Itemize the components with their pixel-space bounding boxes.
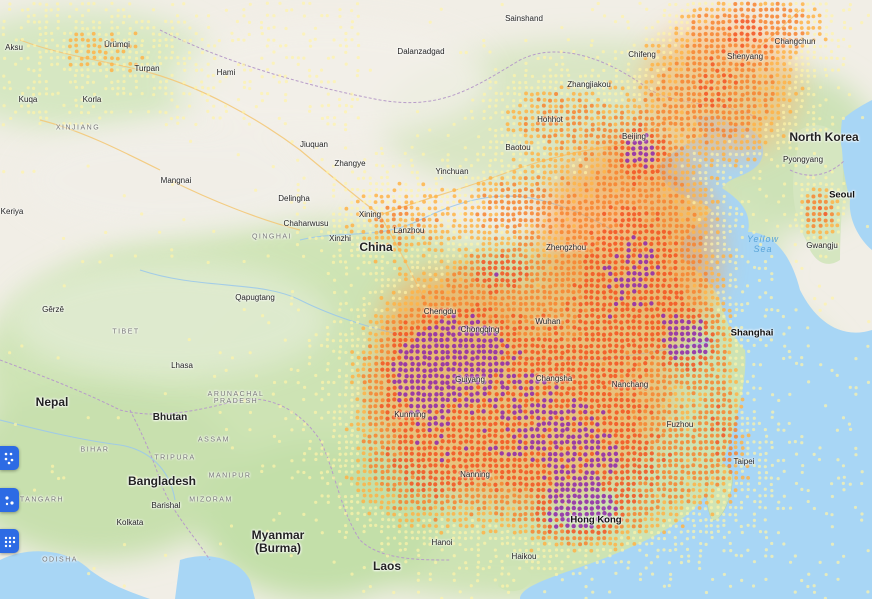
points-icon: [5, 496, 14, 506]
label-lanzhou[interactable]: Lanzhou: [393, 226, 425, 235]
label-zhangjiakou[interactable]: Zhangjiakou: [567, 80, 611, 89]
label-yinchuan[interactable]: Yinchuan: [435, 167, 469, 176]
label-haikou[interactable]: Haikou: [511, 552, 537, 561]
label-tibet: TIBET: [112, 328, 140, 336]
korea-peninsula: [793, 125, 843, 264]
label-lhasa[interactable]: Lhasa: [171, 361, 193, 370]
heatmap-dots-icon: [4, 452, 14, 465]
label-xinjiang: XINJIANG: [55, 124, 101, 132]
country-borders: [0, 29, 846, 561]
label-gerze[interactable]: Gêrzê: [42, 305, 64, 314]
label-dalanzadgad[interactable]: Dalanzadgad: [397, 47, 445, 56]
label-jiuquan[interactable]: Jiuquan: [299, 140, 329, 149]
label-shenyang[interactable]: Shenyang: [726, 52, 764, 61]
label-north-korea[interactable]: North Korea: [789, 130, 859, 144]
label-guiyang[interactable]: Guiyang: [455, 375, 485, 384]
label-qinghai: QINGHAI: [251, 233, 293, 241]
label-assam: ASSAM: [197, 436, 231, 444]
label-nanchang[interactable]: Nanchang: [611, 380, 649, 389]
label-shanghai[interactable]: Shanghai: [730, 327, 774, 339]
label-chaharwusu[interactable]: Chaharwusu: [283, 219, 329, 228]
label-kunming[interactable]: Kunming: [394, 410, 426, 419]
label-baotou[interactable]: Baotou: [505, 143, 531, 152]
label-changsha[interactable]: Changsha: [535, 374, 573, 383]
label-korla[interactable]: Korla: [82, 95, 102, 104]
label-hohhot[interactable]: Hohhot: [537, 115, 563, 124]
label-mizoram: MIZORAM: [189, 496, 233, 504]
label-nanning[interactable]: Nanning: [460, 470, 490, 479]
label-tangarh: TANGARH: [19, 496, 65, 504]
label-tripura: TRIPURA: [154, 454, 196, 462]
label-sainshand[interactable]: Sainshand: [505, 14, 543, 23]
label-zhangye[interactable]: Zhangye: [334, 159, 366, 168]
label-changchun[interactable]: Changchun: [774, 37, 816, 46]
label-arunachal: ARUNACHAL PRADESH: [207, 391, 265, 405]
label-fuzhou[interactable]: Fuzhou: [666, 420, 694, 429]
label-bihar: BIHAR: [80, 446, 110, 454]
label-zhengzhou[interactable]: Zhengzhou: [545, 243, 587, 252]
label-kuqa[interactable]: Kuqa: [18, 95, 38, 104]
label-delingha[interactable]: Delingha: [278, 194, 310, 203]
label-turpan[interactable]: Turpan: [134, 64, 160, 73]
label-xinzhi[interactable]: Xinzhi: [329, 234, 351, 243]
grid-dots-icon: [4, 536, 16, 548]
layer-toggle-2-button[interactable]: [0, 488, 19, 512]
label-bangladesh[interactable]: Bangladesh: [127, 474, 197, 488]
label-pyongyang[interactable]: Pyongyang: [782, 155, 824, 164]
label-seoul[interactable]: Seoul: [829, 189, 855, 201]
label-odisha: ODISHA: [42, 556, 78, 564]
label-bhutan[interactable]: Bhutan: [152, 412, 188, 423]
label-yellow-sea: Yellow Sea: [746, 234, 780, 254]
label-myanmar[interactable]: Myanmar (Burma): [251, 527, 305, 555]
label-urumqi[interactable]: Ürümqi: [104, 40, 130, 49]
label-barishal[interactable]: Barishal: [151, 501, 181, 510]
label-laos[interactable]: Laos: [372, 559, 402, 573]
label-hami[interactable]: Hami: [216, 68, 236, 77]
label-hanoi[interactable]: Hanoi: [431, 538, 453, 547]
label-wuhan[interactable]: Wuhan: [535, 317, 561, 326]
label-beijing-area[interactable]: Beijing: [621, 132, 647, 141]
layer-toggle-3-button[interactable]: [0, 529, 19, 553]
label-chengdu[interactable]: Chengdu: [423, 307, 457, 316]
label-chifeng[interactable]: Chifeng: [628, 50, 656, 59]
label-chongqing[interactable]: Chongqing: [460, 325, 500, 334]
label-taipei[interactable]: Taipei: [733, 457, 755, 466]
label-manipur: MANIPUR: [208, 472, 252, 480]
label-mangnai[interactable]: Mangnai: [160, 176, 192, 185]
label-keriya[interactable]: Keriya: [0, 207, 24, 216]
label-hong-kong[interactable]: Hong Kong: [570, 514, 622, 526]
label-nepal[interactable]: Nepal: [35, 395, 69, 409]
label-xining[interactable]: Xining: [358, 210, 382, 219]
label-kolkata[interactable]: Kolkata: [116, 518, 144, 527]
label-aksu[interactable]: Aksu: [5, 43, 23, 52]
label-china[interactable]: China: [359, 240, 393, 254]
label-qapugtang[interactable]: Qapugtang: [235, 293, 275, 302]
layer-toggle-1-button[interactable]: [0, 446, 19, 470]
label-gwangju[interactable]: Gwangju: [806, 241, 838, 250]
